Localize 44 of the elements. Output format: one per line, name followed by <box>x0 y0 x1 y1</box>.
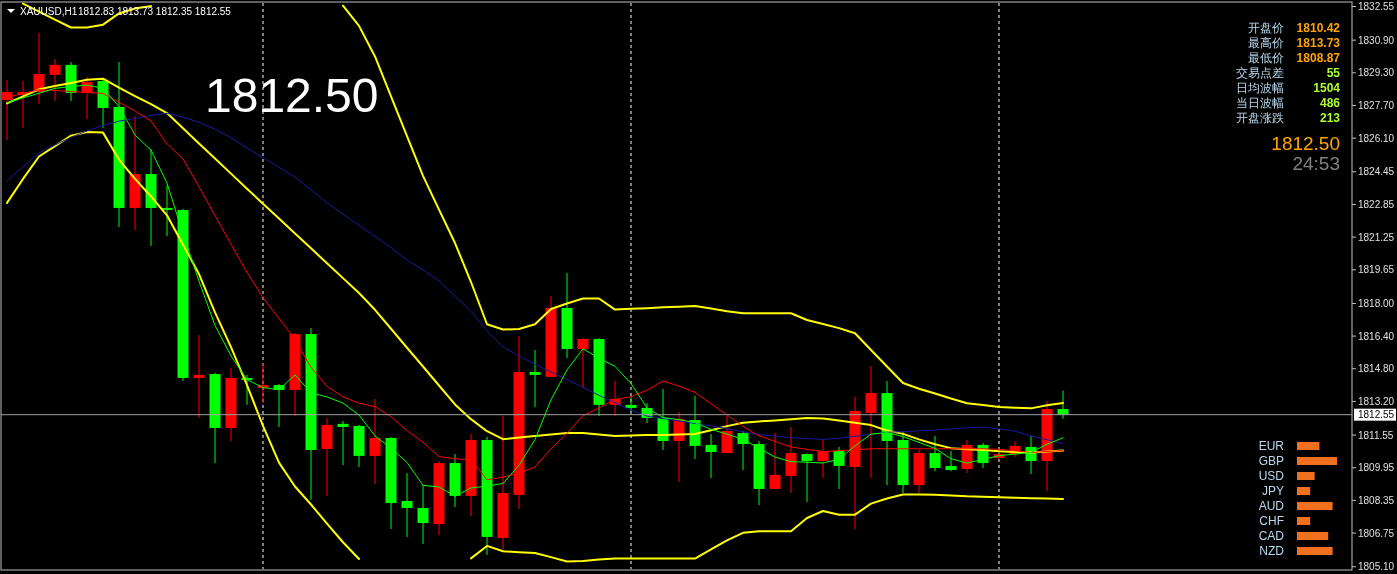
text: 交易点差 <box>1236 66 1284 80</box>
y-tick-label: 1816.40 <box>1358 330 1395 342</box>
y-tick-label: 1821.25 <box>1358 231 1395 243</box>
text: 开盘价 <box>1248 21 1284 35</box>
y-tick-label: 1827.70 <box>1358 99 1395 111</box>
y-tick-label: 1819.65 <box>1358 264 1395 276</box>
text: 最高价 <box>1248 36 1284 50</box>
y-tick-label: 1829.30 <box>1358 67 1395 79</box>
y-tick-label: AUD <box>1258 499 1285 513</box>
text: 213 <box>1319 111 1341 125</box>
y-tick-label: 1822.85 <box>1358 198 1395 210</box>
y-tick-label: 1811.55 <box>1358 429 1394 441</box>
text: 1813.73 <box>1296 36 1341 50</box>
text: 1810.42 <box>1296 21 1341 35</box>
y-tick-label: NZD <box>1259 544 1285 558</box>
text: 486 <box>1319 96 1341 110</box>
y-tick-label: 1808.35 <box>1358 494 1395 506</box>
text: 1808.87 <box>1296 51 1341 65</box>
text: 开盘涨跌 <box>1236 111 1284 125</box>
y-tick-label: 1824.45 <box>1358 166 1395 178</box>
y-tick-label: 1818.00 <box>1358 297 1395 309</box>
annotation: 1812.50 <box>205 69 379 122</box>
ref-line-label: 1812.55 <box>1358 409 1395 421</box>
y-tick-label: GBP <box>1258 454 1284 468</box>
text: 1504 <box>1313 81 1341 95</box>
text: 日均波幅 <box>1236 81 1284 95</box>
text: 当日波幅 <box>1236 96 1284 110</box>
y-tick-label: CAD <box>1258 529 1285 543</box>
y-tick-label: 1809.95 <box>1358 462 1395 474</box>
y-tick-label: 1832.55 <box>1358 0 1395 12</box>
y-tick-label: CHF <box>1259 514 1284 528</box>
y-tick-label: 1830.90 <box>1358 34 1395 46</box>
text: 24:53 <box>1292 153 1340 174</box>
y-tick-label: 1806.75 <box>1358 527 1395 539</box>
y-tick-label: 1813.20 <box>1358 395 1395 407</box>
y-tick-label: EUR <box>1258 439 1285 453</box>
y-tick-label: 1805.10 <box>1358 561 1395 573</box>
text: 1812.50 <box>1271 133 1340 154</box>
y-tick-label: 1826.10 <box>1358 132 1395 144</box>
text: 最低价 <box>1248 51 1284 65</box>
text: 55 <box>1326 66 1341 80</box>
y-tick-label: 1814.80 <box>1358 363 1395 375</box>
y-tick-label: USD <box>1258 469 1285 483</box>
y-tick-label: JPY <box>1261 484 1284 498</box>
